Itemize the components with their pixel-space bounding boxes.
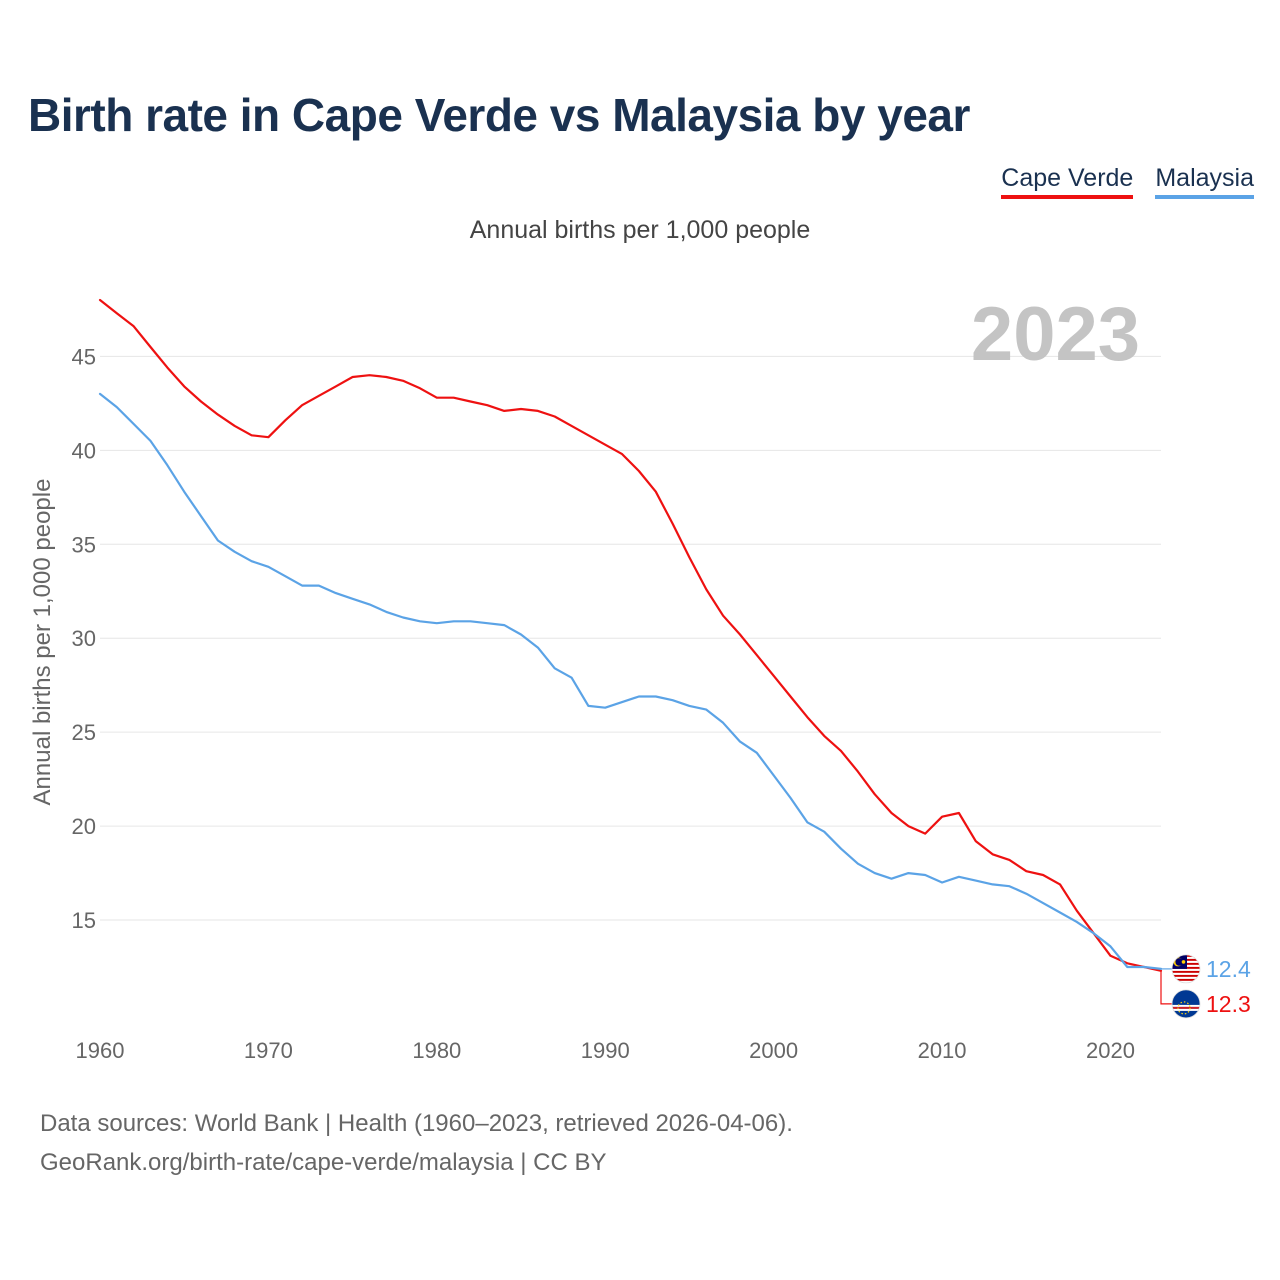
y-tick-label: 25	[72, 720, 96, 745]
chart-subtitle: Annual births per 1,000 people	[469, 216, 811, 244]
y-axis-ticks: 15 20 25 30 35 40 45	[72, 344, 96, 933]
y-tick-label: 40	[72, 438, 96, 463]
legend: Cape Verde Malaysia	[1001, 164, 1254, 199]
footer-credit: GeoRank.org/birth-rate/cape-verde/malays…	[40, 1149, 607, 1176]
x-tick-label: 1970	[244, 1038, 293, 1063]
cape-verde-flag-icon	[1171, 989, 1201, 1019]
y-tick-label: 15	[72, 908, 96, 933]
footer: Data sources: World Bank | Health (1960–…	[40, 1104, 793, 1182]
x-tick-label: 2020	[1086, 1038, 1135, 1063]
legend-item-malaysia[interactable]: Malaysia	[1155, 164, 1254, 199]
legend-item-cape-verde[interactable]: Cape Verde	[1001, 164, 1134, 199]
series-line-malaysia[interactable]	[98, 392, 1163, 971]
end-label-cape-verde: 12.3	[1206, 991, 1251, 1017]
x-axis-ticks: 1960 1970 1980 1990 2000 2010 2020	[76, 1038, 1135, 1063]
footer-sources: Data sources: World Bank | Health (1960–…	[40, 1110, 793, 1137]
series-line-cape-verde[interactable]	[98, 298, 1163, 972]
chart-title: Birth rate in Cape Verde vs Malaysia by …	[28, 89, 970, 141]
x-tick-label: 1980	[412, 1038, 461, 1063]
gridlines	[100, 355, 1161, 921]
year-watermark: 2023	[971, 292, 1140, 377]
y-tick-label: 45	[72, 344, 96, 369]
x-tick-label: 2000	[749, 1038, 798, 1063]
y-axis-label: Annual births per 1,000 people	[29, 479, 56, 806]
x-tick-label: 1990	[581, 1038, 630, 1063]
x-tick-label: 2010	[918, 1038, 967, 1063]
y-tick-label: 35	[72, 532, 96, 557]
malaysia-flag-icon	[1171, 954, 1201, 984]
y-tick-label: 20	[72, 814, 96, 839]
y-tick-label: 30	[72, 626, 96, 651]
x-tick-label: 1960	[76, 1038, 125, 1063]
end-label-malaysia: 12.4	[1206, 956, 1251, 982]
end-connector-cape-verde	[1160, 970, 1172, 1005]
